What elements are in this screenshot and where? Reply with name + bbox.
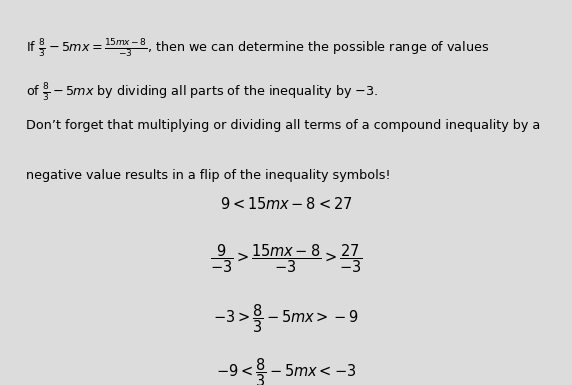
Text: $-3 > \dfrac{8}{3} - 5mx > -9$: $-3 > \dfrac{8}{3} - 5mx > -9$ — [213, 302, 359, 335]
Text: negative value results in a flip of the inequality symbols!: negative value results in a flip of the … — [26, 169, 390, 182]
Text: $-9 < \dfrac{8}{3} - 5mx < -3$: $-9 < \dfrac{8}{3} - 5mx < -3$ — [216, 356, 356, 385]
Text: Don’t forget that multiplying or dividing all terms of a compound inequality by : Don’t forget that multiplying or dividin… — [26, 119, 540, 132]
Text: of $\frac{8}{3} - 5mx$ by dividing all parts of the inequality by $-3$.: of $\frac{8}{3} - 5mx$ by dividing all p… — [26, 81, 378, 103]
Text: $9 < 15mx - 8 < 27$: $9 < 15mx - 8 < 27$ — [220, 196, 352, 213]
Text: If $\frac{8}{3} - 5mx = \frac{15mx - 8}{-3}$, then we can determine the possible: If $\frac{8}{3} - 5mx = \frac{15mx - 8}{… — [26, 37, 489, 59]
Text: $\dfrac{9}{-3} > \dfrac{15mx - 8}{-3} > \dfrac{27}{-3}$: $\dfrac{9}{-3} > \dfrac{15mx - 8}{-3} > … — [210, 243, 362, 275]
